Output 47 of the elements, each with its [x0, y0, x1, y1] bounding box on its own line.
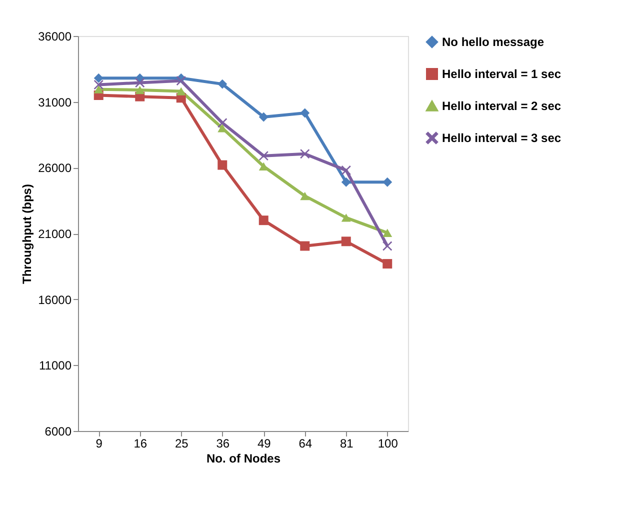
- point: [300, 149, 310, 159]
- x-tick-label: 49: [257, 436, 272, 450]
- point: [341, 214, 351, 222]
- point: [341, 166, 351, 176]
- point: [382, 259, 392, 269]
- x-tick-label: 100: [378, 436, 398, 450]
- point: [135, 78, 145, 88]
- point: [382, 177, 392, 187]
- point: [258, 151, 268, 161]
- point: [258, 216, 268, 226]
- point: [341, 236, 351, 246]
- point: [94, 73, 104, 83]
- point: [258, 112, 268, 122]
- x-tick-label: 64: [298, 436, 312, 450]
- point: [135, 86, 145, 94]
- y-tick-label: 31000: [38, 95, 72, 110]
- point: [94, 80, 104, 90]
- legend-label: No hello message: [442, 35, 544, 49]
- point: [218, 79, 228, 89]
- x-tick-label: 16: [134, 436, 148, 450]
- x-tick-label: 36: [216, 436, 230, 450]
- legend-label: Hello interval = 1 sec: [442, 67, 562, 81]
- legend-label: Hello interval = 2 sec: [442, 99, 562, 113]
- x-axis-title: No. of Nodes: [206, 452, 281, 466]
- point: [218, 118, 228, 128]
- x-tick-label: 81: [340, 436, 354, 450]
- point: [176, 87, 186, 96]
- point: [258, 162, 268, 170]
- point: [382, 241, 392, 251]
- y-axis-title: Throughput (bps): [20, 184, 34, 284]
- y-tick-label: 26000: [38, 161, 72, 176]
- y-tick-label: 16000: [38, 292, 72, 307]
- point: [341, 177, 351, 187]
- x-tick-label: 9: [96, 436, 103, 450]
- y-tick-label: 36000: [38, 30, 72, 44]
- point: [300, 108, 310, 118]
- y-tick-label: 21000: [38, 227, 72, 241]
- legend-label: Hello interval = 3 sec: [442, 131, 562, 145]
- point: [300, 192, 310, 200]
- y-tick-label: 6000: [44, 424, 72, 438]
- y-tick-label: 11000: [39, 358, 72, 373]
- x-tick-label: 25: [174, 436, 189, 450]
- point: [176, 76, 186, 86]
- point: [382, 228, 392, 237]
- point: [300, 241, 310, 251]
- point: [94, 85, 104, 94]
- point: [218, 160, 228, 170]
